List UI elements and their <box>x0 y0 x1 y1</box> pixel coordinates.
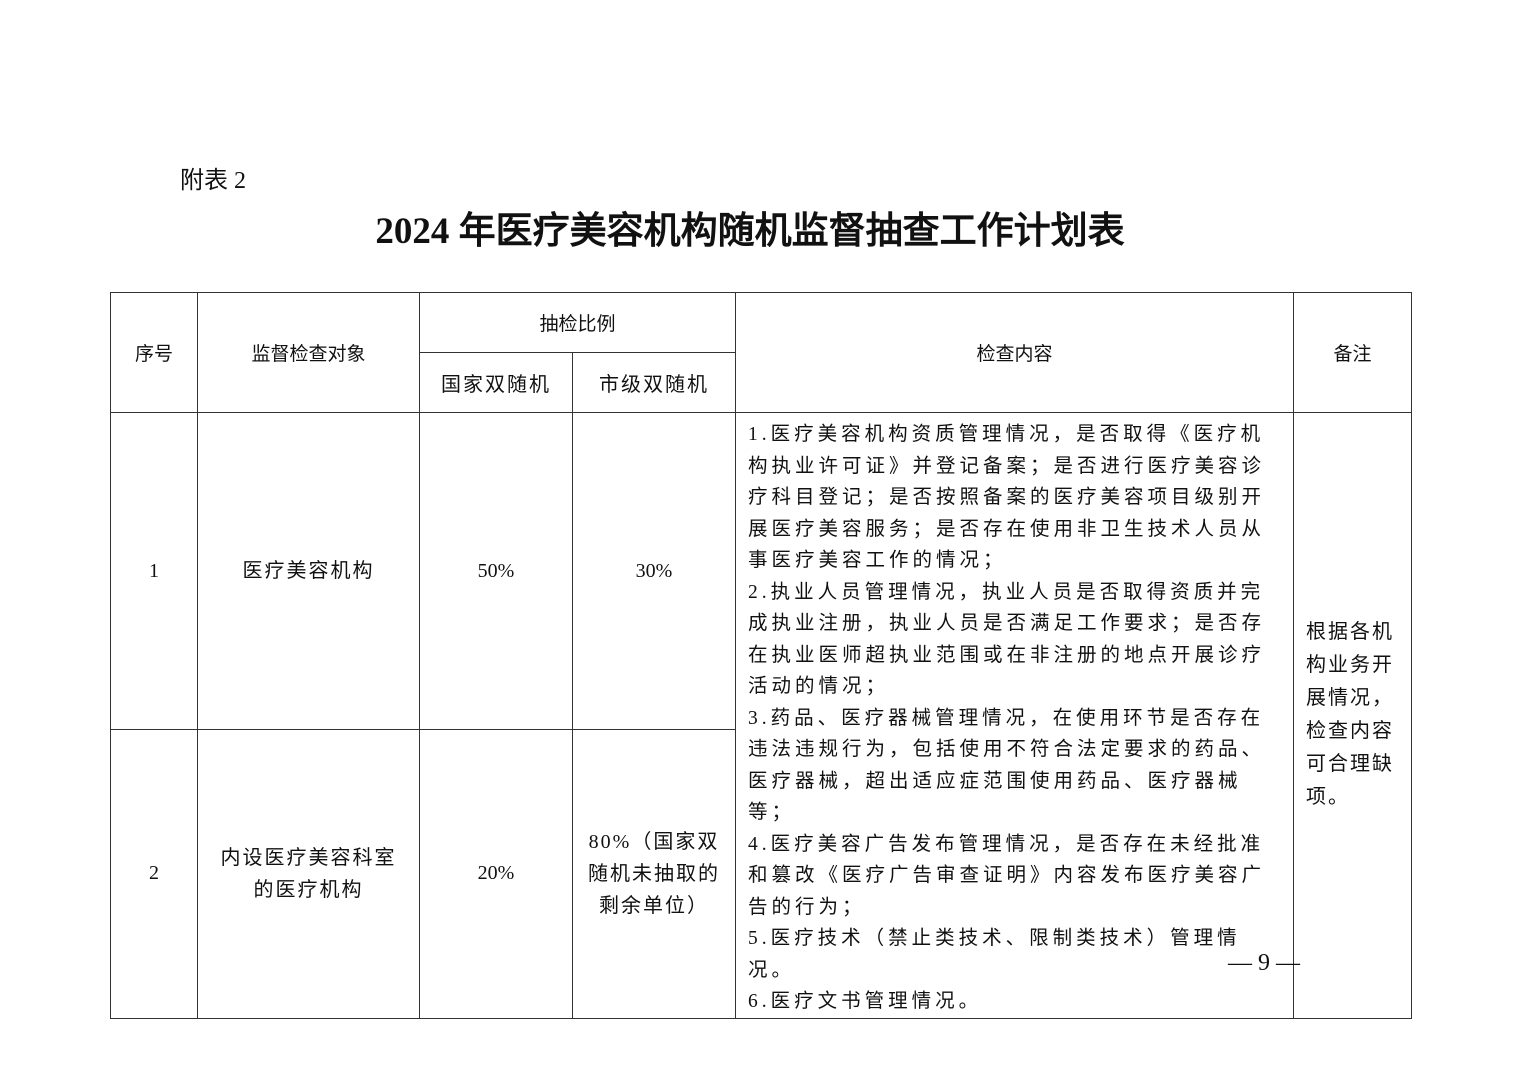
header-remark: 备注 <box>1293 292 1412 413</box>
table-row: 2 内设医疗美容科室的医疗机构 20% 80%（国家双随机未抽取的剩余单位） <box>110 729 1412 1019</box>
header-ratio: 抽检比例 <box>419 292 736 353</box>
inspection-content: 1.医疗美容机构资质管理情况，是否取得《医疗机构执业许可证》并登记备案；是否进行… <box>735 412 1294 1019</box>
remark: 根据各机构业务开展情况，检查内容可合理缺项。 <box>1293 412 1412 1019</box>
content-item: 3.药品、医疗器械管理情况，在使用环节是否存在违法违规行为，包括使用不符合法定要… <box>748 707 1266 824</box>
appendix-label: 附表 2 <box>180 168 246 194</box>
row-municipal-ratio: 80%（国家双随机未抽取的剩余单位） <box>572 729 736 1019</box>
header-municipal: 市级双随机 <box>572 352 736 413</box>
header-national: 国家双随机 <box>419 352 573 413</box>
row-national-ratio: 50% <box>419 411 573 731</box>
header-content: 检查内容 <box>735 292 1294 413</box>
content-item: 5.医疗技术（禁止类技术、限制类技术）管理情况。 <box>748 928 1241 981</box>
row-national-ratio: 20% <box>419 729 573 1019</box>
content-item: 1.医疗美容机构资质管理情况，是否取得《医疗机构执业许可证》并登记备案；是否进行… <box>748 424 1266 571</box>
content-item: 6.医疗文书管理情况。 <box>748 991 983 1012</box>
header-object: 监督检查对象 <box>197 292 420 413</box>
content-item: 2.执业人员管理情况，执业人员是否取得资质并完成执业注册，执业人员是否满足工作要… <box>748 581 1266 698</box>
row-municipal-ratio: 30% <box>572 411 736 731</box>
content-item: 4.医疗美容广告发布管理情况，是否存在未经批准和篡改《医疗广告审查证明》内容发布… <box>748 833 1266 918</box>
row-index: 1 <box>110 411 198 731</box>
row-index: 2 <box>110 729 198 1019</box>
row-object: 医疗美容机构 <box>197 411 420 731</box>
page-number: — 9 — <box>1228 950 1300 976</box>
header-index: 序号 <box>110 292 198 413</box>
inspection-plan-table: 序号 监督检查对象 抽检比例 检查内容 备注 国家双随机 市级双随机 1 医疗美… <box>110 292 1412 1019</box>
page-title: 2024 年医疗美容机构随机监督抽查工作计划表 <box>375 211 1125 252</box>
table-row: 1 医疗美容机构 50% 30% 1.医疗美容机构资质管理情况，是否取得《医疗机… <box>110 411 1412 1019</box>
row-object: 内设医疗美容科室的医疗机构 <box>197 729 420 1019</box>
